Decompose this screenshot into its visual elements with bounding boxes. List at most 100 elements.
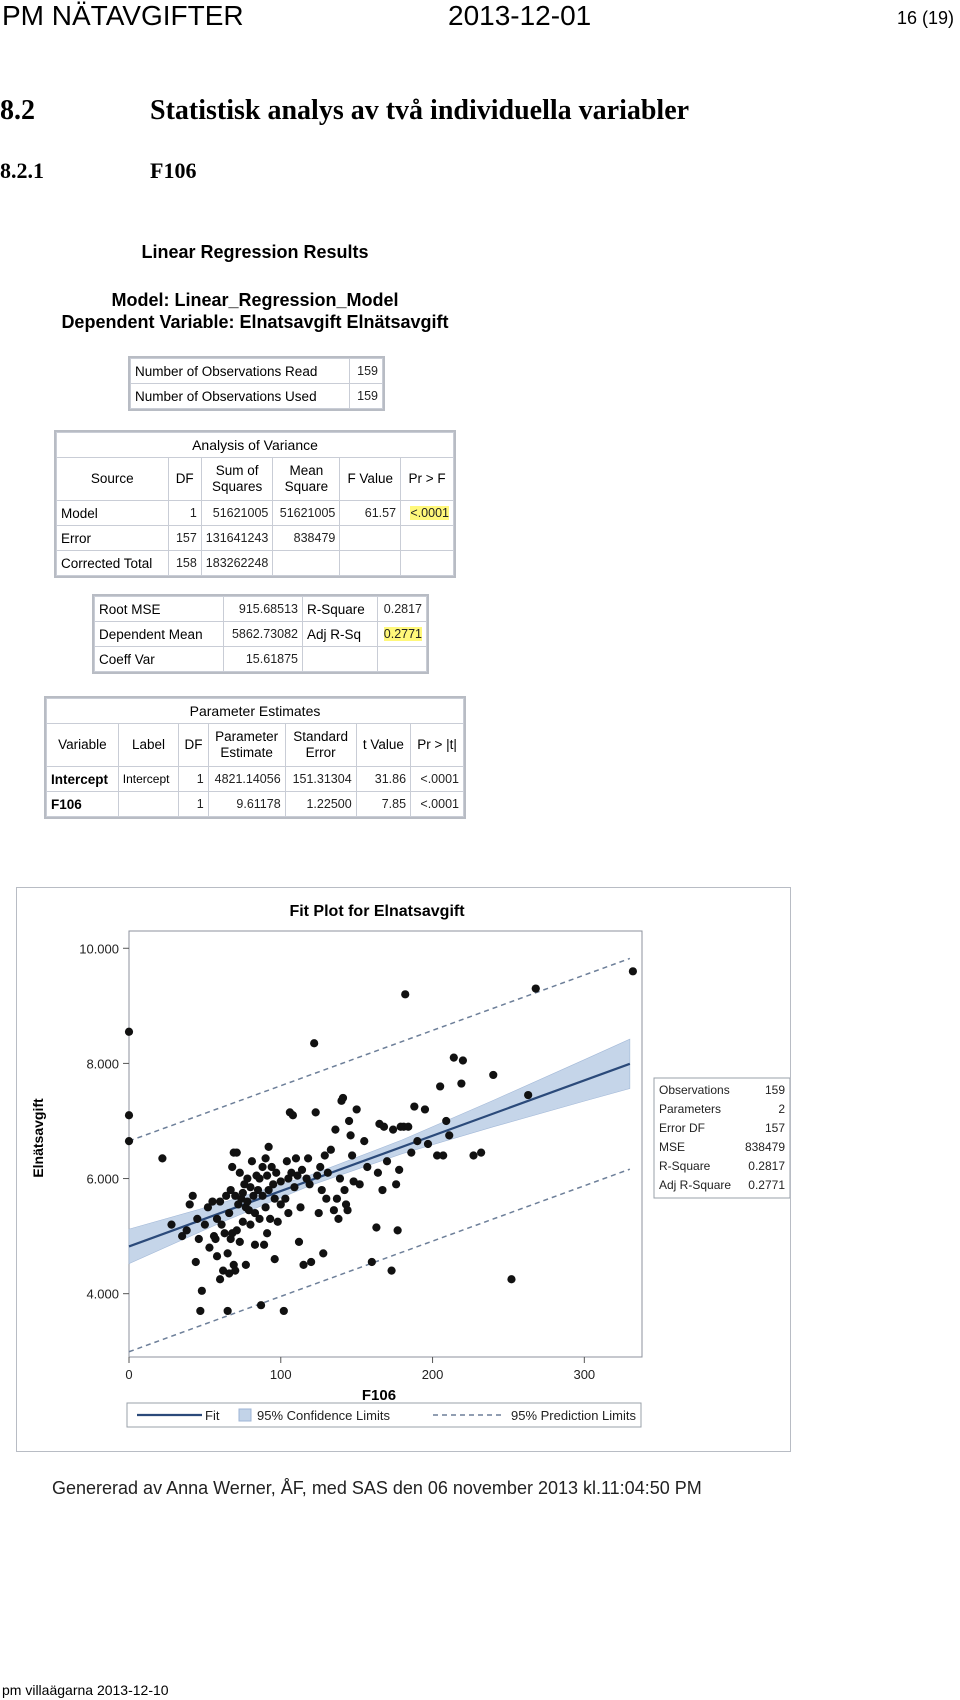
fitstat-label: Adj R-Sq [302,621,378,647]
table-row: Dependent Mean 5862.73082 Adj R-Sq 0.277… [94,621,427,647]
data-point [449,1053,458,1062]
data-point [261,1154,270,1163]
fitstat-label: Root MSE [94,596,224,622]
data-point [344,1116,354,1126]
data-point [263,1229,272,1238]
anova-source: Error [56,525,169,551]
data-point [272,1168,281,1177]
data-point [360,1137,369,1146]
data-point [228,1162,237,1172]
data-point [348,1151,357,1160]
anova-source: Model [56,500,169,526]
data-point [124,1137,134,1146]
anova-ss: 51621005 [200,500,274,526]
data-point [249,1191,258,1200]
data-point [410,1102,419,1111]
legend: Fit 95% Confidence Limits 95% Prediction L… [126,1402,642,1428]
legend-fit-label: Fit [205,1408,220,1423]
data-point [196,1306,205,1316]
data-point [182,1226,191,1235]
param-label: Intercept [117,766,180,792]
param-variable: Intercept [46,766,119,792]
y-tick-label: 4.000 [86,1287,119,1302]
data-point [287,1168,296,1177]
data-point [393,1226,402,1235]
data-point [310,1039,319,1048]
column-header: Parameter Estimate [207,723,286,767]
data-point [367,1257,376,1267]
data-point [334,1214,343,1223]
data-point [335,1174,345,1183]
data-point [352,1105,361,1114]
data-point [178,1232,187,1241]
data-point [346,1131,355,1140]
stats-value: 0.2771 [748,1178,785,1192]
data-point [270,1194,279,1203]
stats-value: 838479 [745,1140,785,1154]
data-point [279,1306,288,1316]
table-header-row: Variable Label DF Parameter Estimate Sta… [46,723,464,767]
anova-ms: 51621005 [272,500,341,526]
data-point [322,1194,331,1203]
table-row: Error 157 131641243 838479 [56,525,454,551]
highlight-mark: 0.2771 [383,627,422,641]
data-point [314,1208,323,1218]
data-point [273,1217,282,1226]
data-point [628,967,637,976]
data-point [270,1255,279,1264]
obs-read-value: 159 [349,358,383,384]
y-tick-label: 8.000 [86,1056,119,1071]
data-point [313,1171,322,1180]
data-point [395,1165,404,1175]
column-header: Label [117,723,180,767]
data-point [343,1206,352,1215]
fit-statistics-table: Root MSE 915.68513 R-Square 0.2817 Depen… [92,594,429,674]
data-point [258,1162,267,1172]
data-point [290,1183,299,1192]
parameter-estimates-table: Parameter Estimates Variable Label DF Pa… [44,696,466,819]
data-point [423,1139,433,1149]
data-point [226,1185,235,1195]
data-point [382,1157,392,1166]
section-number: 8.2 [0,95,35,126]
chart-title: Fit Plot for Elnatsavgift [289,903,465,920]
column-header: DF [178,723,209,767]
data-point [388,1125,398,1134]
anova-caption: Analysis of Variance [56,432,454,458]
data-point [269,1180,278,1189]
param-estimate: 9.61178 [207,791,286,817]
stats-box: Observations 159 Parameters 2 Error DF 157 MSE… [653,1077,791,1199]
data-point [531,984,540,993]
column-header: Pr > |t| [410,723,464,767]
data-point [267,1162,276,1172]
fitstat-label: R-Square [302,596,378,622]
fitstat-label [302,646,378,672]
fit-plot-frame: Fit Plot for Elnatsavgift 4.000 6.000 8.00… [16,887,791,1452]
param-stderr: 1.22500 [284,791,357,817]
data-point [445,1131,454,1140]
table-row: Number of Observations Read 159 [130,358,383,384]
anova-source: Corrected Total [56,550,169,576]
data-point [231,1191,240,1200]
data-point [439,1151,448,1160]
anova-p [400,550,454,576]
fitstat-label: Dependent Mean [94,621,224,647]
data-point [247,1157,257,1166]
data-point [317,1185,326,1195]
stats-value: 157 [765,1121,785,1135]
fit-line [128,1062,631,1248]
data-point [256,1301,266,1310]
page-footer: pm villaägarna 2013-12-10 [2,1682,169,1698]
column-header: Standard Error [284,723,357,767]
data-point [193,1214,202,1223]
params-caption: Parameter Estimates [46,698,464,724]
x-tick-label: 300 [573,1367,595,1382]
obs-used-label: Number of Observations Used [130,383,350,409]
obs-used-value: 159 [349,383,383,409]
data-point [363,1162,372,1172]
data-point [329,1206,338,1215]
data-point [243,1174,252,1183]
data-point [433,1151,442,1160]
data-point [319,1249,328,1258]
data-point [212,1252,222,1261]
